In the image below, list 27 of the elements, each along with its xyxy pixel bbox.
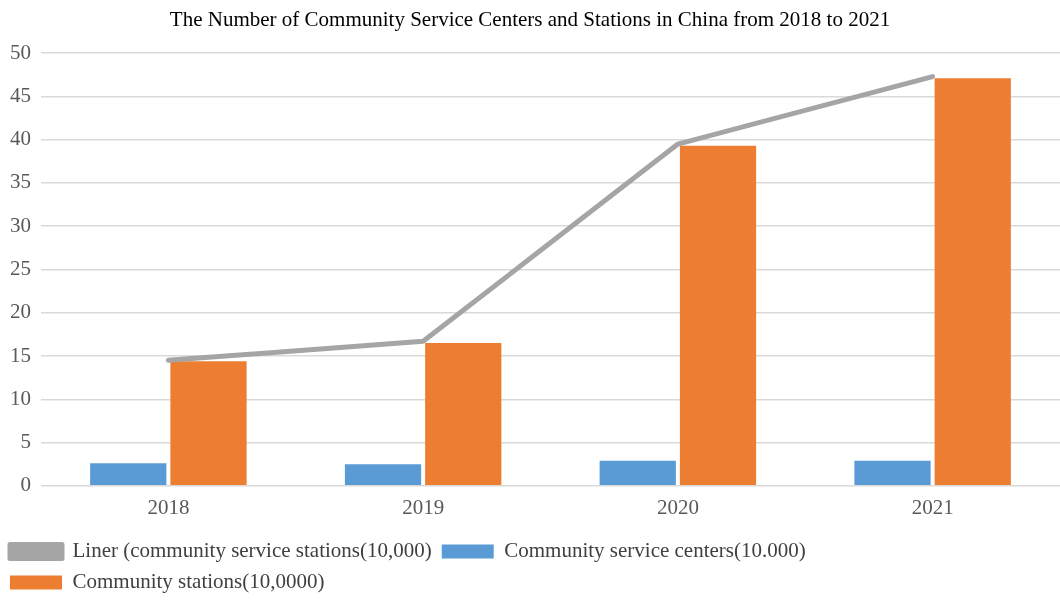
x-tick-label: 2018 [147, 494, 190, 519]
legend-label: Community stations(10,0000) [72, 569, 325, 594]
y-tick-label: 40 [10, 126, 31, 151]
y-tick-label: 20 [10, 299, 31, 324]
bar [344, 464, 422, 486]
y-tick-label: 25 [10, 256, 31, 281]
x-tick-label: 2019 [402, 494, 445, 519]
x-tick-label: 2021 [911, 494, 954, 519]
bar [425, 343, 502, 486]
bar [170, 361, 247, 486]
legend-label: Liner (community service stations(10,000) [72, 538, 432, 563]
y-tick-label: 50 [10, 39, 31, 64]
bar [679, 145, 757, 486]
x-tick-label: 2020 [656, 494, 699, 519]
y-tick-label: 5 [20, 429, 31, 454]
bar [934, 78, 1011, 486]
y-tick-label: 35 [10, 169, 31, 194]
bar [599, 460, 676, 486]
y-tick-label: 45 [10, 82, 31, 107]
y-tick-label: 30 [10, 212, 31, 237]
chart-title: The Number of Community Service Centers and Stations in China from 2018 to 2021 [169, 7, 891, 32]
y-tick-label: 10 [10, 385, 31, 410]
y-tick-label: 0 [20, 472, 31, 497]
bar [90, 463, 167, 486]
y-tick-label: 15 [10, 342, 31, 367]
legend-label: Community service centers(10.000) [504, 538, 806, 563]
bar [854, 460, 931, 486]
